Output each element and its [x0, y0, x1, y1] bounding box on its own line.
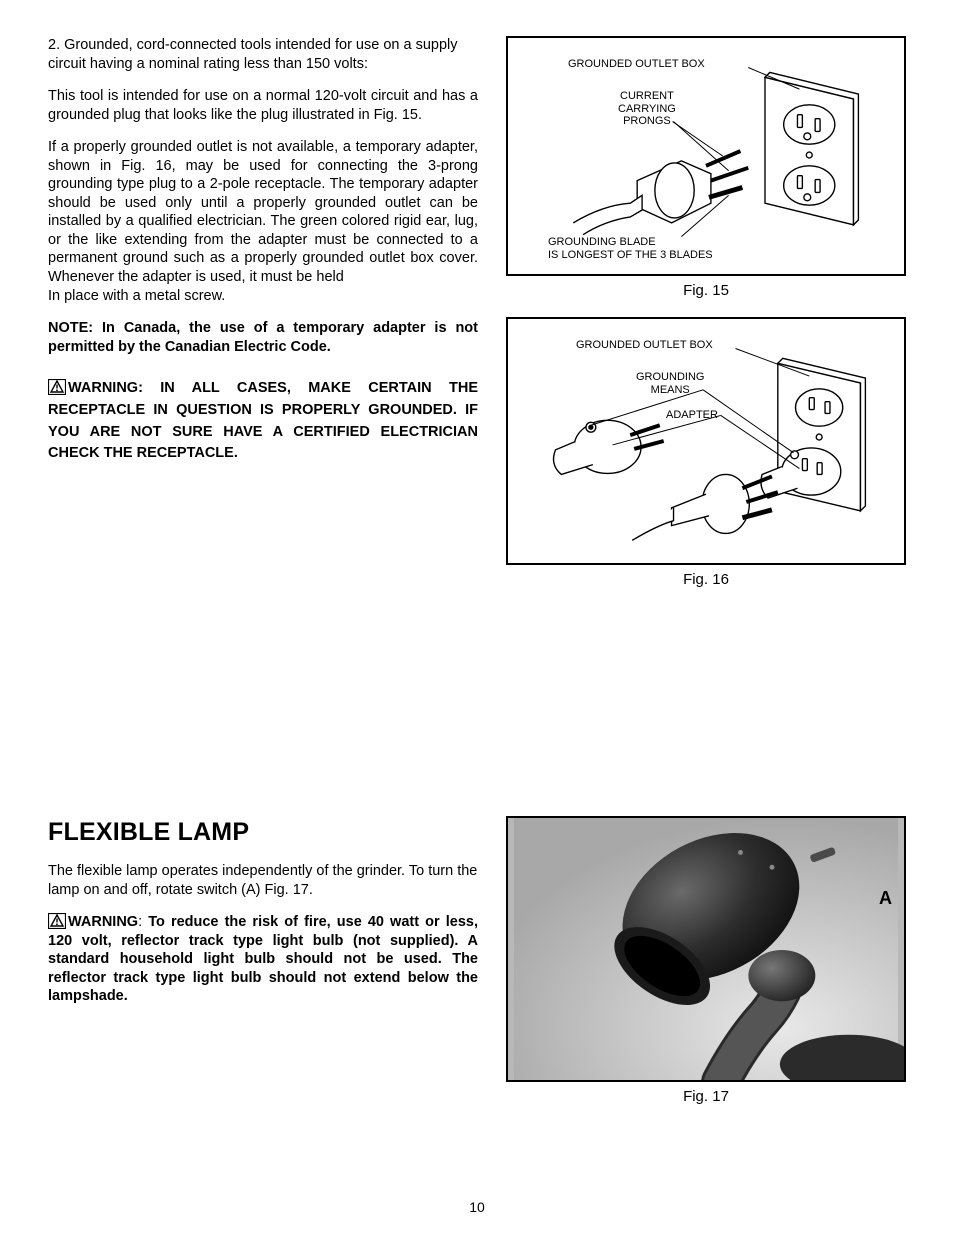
fig15-label-blade-1: GROUNDING BLADE [548, 236, 656, 248]
para-1: 2. Grounded, cord-connected tools intend… [48, 36, 478, 73]
warning-icon [48, 379, 66, 395]
fig17-marker-a: A [879, 888, 892, 909]
fig15-label-outlet: GROUNDED OUTLET BOX [568, 58, 705, 71]
fig16-caption: Fig. 16 [506, 571, 906, 588]
para-3: If a properly grounded outlet is not ava… [48, 138, 478, 286]
fig16-label-outlet: GROUNDED OUTLET BOX [576, 339, 713, 352]
fig15-label-prongs-1: CURRENT [620, 90, 674, 102]
lamp-warn-label: WARNING [68, 914, 138, 930]
lamp-para-1: The flexible lamp operates independently… [48, 862, 478, 899]
left-text-column: 2. Grounded, cord-connected tools intend… [48, 36, 478, 606]
warning-icon [48, 913, 66, 929]
fig15-label-prongs-3: PRONGS [623, 115, 671, 127]
fig16-label-means-2: MEANS [651, 384, 690, 396]
fig16-label-adapter: ADAPTER [666, 409, 718, 422]
page-number: 10 [0, 1199, 954, 1215]
fig15-caption: Fig. 15 [506, 282, 906, 299]
para-2: This tool is intended for use on a norma… [48, 87, 478, 124]
fig15-label-prongs-2: CARRYING [618, 103, 676, 115]
lamp-text-column: FLEXIBLE LAMP The flexible lamp operates… [48, 816, 478, 1123]
fig16-label-means-1: GROUNDING [636, 371, 704, 383]
figure-16: GROUNDED OUTLET BOX GROUNDING MEANS ADAP… [506, 317, 906, 565]
figure-15: GROUNDED OUTLET BOX CURRENT CARRYING PRO… [506, 36, 906, 276]
section-title-lamp: FLEXIBLE LAMP [48, 816, 478, 848]
para-3b: In place with a metal screw. [48, 287, 478, 306]
fig17-caption: Fig. 17 [506, 1088, 906, 1105]
fig15-label-blade-2: IS LONGEST OF THE 3 BLADES [548, 249, 713, 261]
figure-17: A [506, 816, 906, 1082]
lamp-warning: WARNING: To reduce the risk of fire, use… [48, 913, 478, 1006]
note-canada: NOTE: In Canada, the use of a temporary … [48, 319, 478, 356]
warning-receptacle: WARNING: IN ALL CASES, MAKE CERTAIN THE … [48, 378, 478, 465]
right-figure-column: GROUNDED OUTLET BOX CURRENT CARRYING PRO… [506, 36, 906, 606]
warning-label: WARNING: [68, 380, 143, 396]
